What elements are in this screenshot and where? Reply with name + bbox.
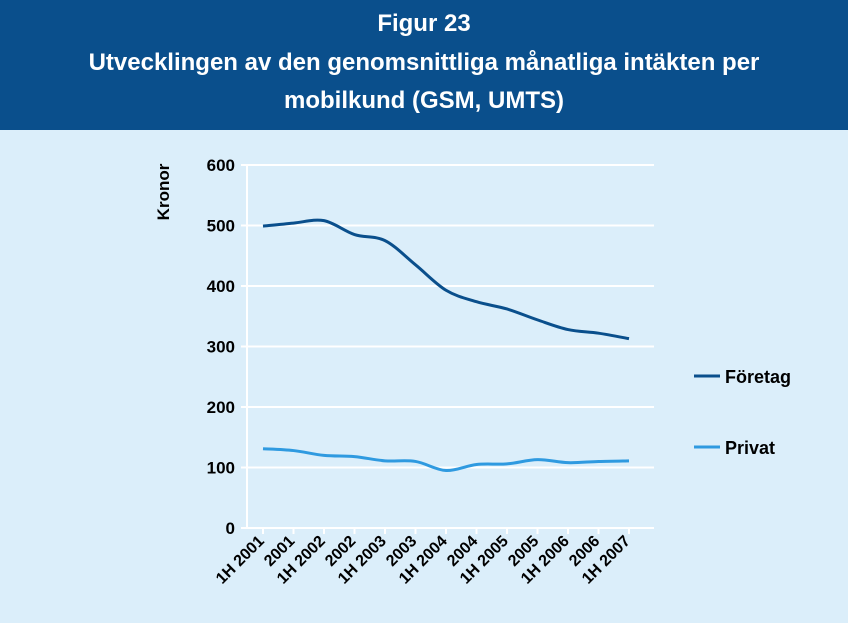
y-tick-label: 400 bbox=[207, 277, 235, 296]
figure-header: Figur 23 Utvecklingen av den genomsnittl… bbox=[0, 0, 848, 130]
y-tick-label: 600 bbox=[207, 156, 235, 175]
axes bbox=[241, 164, 654, 534]
y-tick-label: 300 bbox=[207, 338, 235, 357]
y-axis-label: Kronor bbox=[154, 163, 173, 220]
gridlines bbox=[247, 164, 654, 469]
chart-title-line-2: mobilkund (GSM, UMTS) bbox=[284, 87, 564, 114]
x-tick-label: 1H 2001 bbox=[213, 533, 268, 588]
y-tick-label: 0 bbox=[226, 519, 235, 538]
y-tick-labels: 0 100 200 300 400 500 600 bbox=[207, 156, 235, 538]
y-tick-label: 200 bbox=[207, 398, 235, 417]
legend-label: Företag bbox=[725, 367, 791, 387]
series-line-2 bbox=[262, 447, 630, 473]
legend-label: Privat bbox=[725, 438, 775, 458]
series-line-1 bbox=[262, 218, 630, 341]
series-lines bbox=[262, 218, 630, 473]
chart-title-line-1: Utvecklingen av den genomsnittliga månat… bbox=[88, 49, 760, 76]
y-tick-label: 100 bbox=[207, 459, 235, 478]
legend: Företag Privat bbox=[694, 367, 791, 458]
figure-label: Figur 23 bbox=[377, 10, 471, 37]
y-tick-label: 500 bbox=[207, 217, 235, 236]
